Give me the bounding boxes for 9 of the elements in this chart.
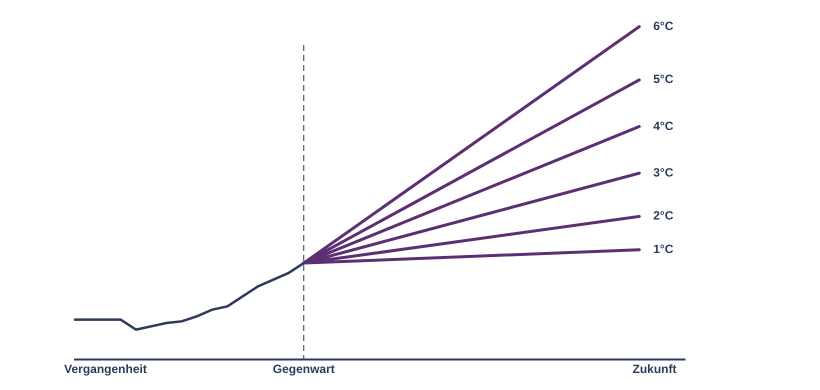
x-tick-label: Gegenwart <box>272 362 335 376</box>
x-tick-label: Zukunft <box>632 362 676 376</box>
series-label: 4°C <box>653 118 674 133</box>
series-label: 1°C <box>653 242 674 256</box>
series-label: 5°C <box>653 72 674 86</box>
x-tick-label: Vergangenheit <box>64 362 147 376</box>
series-label: 3°C <box>653 165 674 180</box>
series-label: 2°C <box>653 208 674 223</box>
series-label: 6°C <box>653 18 674 33</box>
